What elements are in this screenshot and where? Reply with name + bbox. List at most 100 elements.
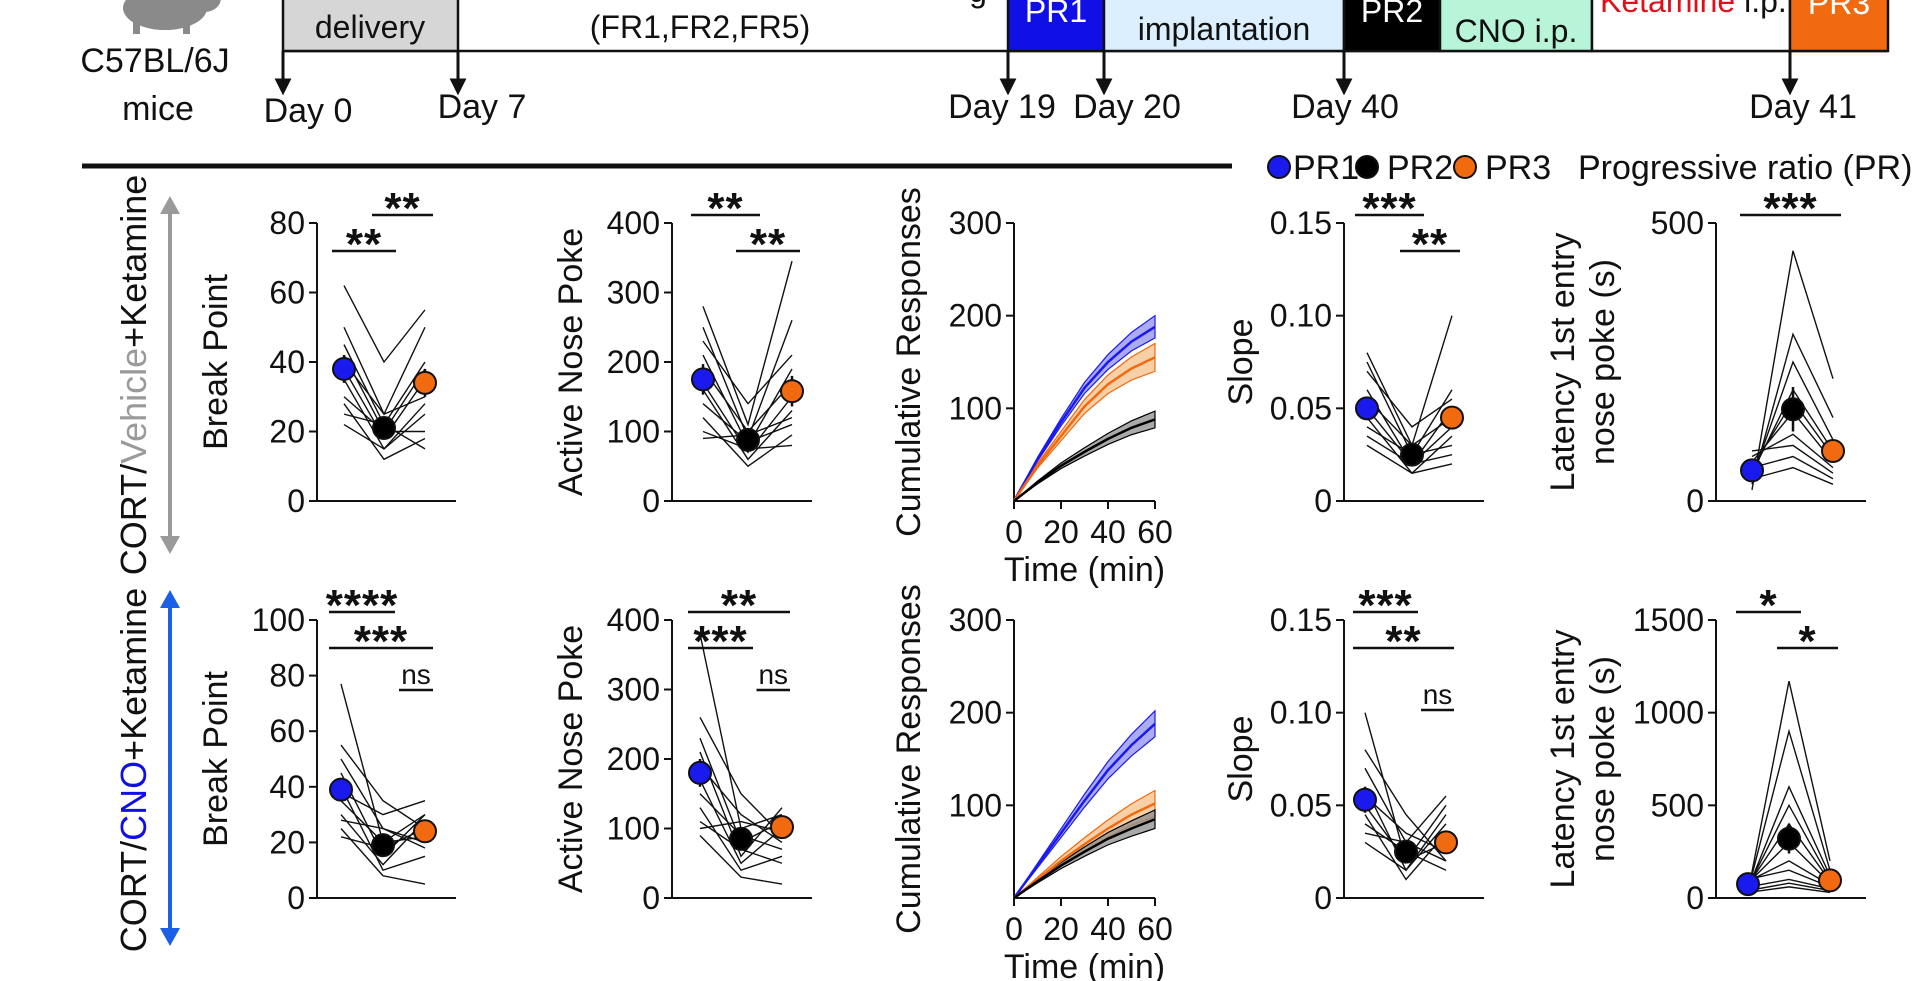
row-label-cno: CORT/CNO+Ketamine: [113, 588, 180, 952]
pr3-box: [1788, 0, 1890, 53]
experimental-timeline: C57BL/6J mice delivery (FR1,FR2,FR5) g P…: [80, 0, 1890, 130]
cno-ip-text: CNO i.p.: [1455, 13, 1578, 49]
sig-label: **: [384, 184, 420, 233]
sig-label: **: [346, 220, 382, 269]
subject-line: [340, 819, 426, 849]
x-axis-label: Time (min): [1004, 551, 1165, 589]
mean-pr3: [1818, 868, 1842, 893]
x-axis-label: Time (min): [1004, 948, 1165, 981]
sig-label: ***: [693, 617, 747, 666]
y-tick-label: 0: [642, 483, 660, 519]
subject-line: [1751, 455, 1834, 480]
y-tick-label: 100: [949, 390, 1002, 426]
subject-line: [1747, 803, 1831, 888]
mean-pr2: [1394, 839, 1418, 864]
vehicle-cno-box: [1438, 0, 1594, 53]
y-tick-label: 0: [642, 880, 660, 916]
y-axis-label: Active Nose Poke: [552, 228, 590, 496]
delivery-box: [281, 0, 460, 53]
sig-label: **: [1385, 617, 1421, 666]
row-text-vehicle: CORT/Vehicle+Ketamine: [113, 175, 154, 576]
ketamine-word: Ketamine: [1600, 0, 1735, 19]
y-tick-label: 300: [949, 602, 1002, 638]
y-tick-label: 0.05: [1270, 390, 1332, 426]
y-axis-label: Cumulative Responses: [890, 584, 928, 934]
y-axis-label: Slope: [1222, 716, 1260, 803]
row-arrow-up-cno: [160, 590, 180, 608]
line-pr3: [1013, 802, 1156, 899]
x-tick-label: 0: [1005, 514, 1023, 550]
ketamine-text: Ketamine i.p.: [1600, 0, 1787, 19]
sig-label: ***: [1362, 184, 1416, 233]
mean-pr3: [1440, 405, 1464, 430]
subject-line: [699, 765, 783, 843]
delivery-box-text: delivery: [315, 9, 425, 45]
subject-line: [699, 820, 783, 833]
y-tick-label: 0.10: [1270, 695, 1332, 731]
mean-pr3: [780, 379, 804, 404]
sig-label: **: [750, 220, 786, 269]
subject-line: [1751, 360, 1834, 479]
day-7-label: Day 7: [438, 88, 527, 126]
y-tick-label: 200: [949, 695, 1002, 731]
subject-line: [1747, 882, 1831, 892]
y-tick-label: 300: [607, 275, 660, 311]
legend-title: Progressive ratio (PR): [1578, 149, 1912, 187]
y-axis-label: Slope: [1222, 319, 1260, 406]
subject-line: [340, 683, 426, 844]
sig-label: ***: [1358, 581, 1412, 630]
mean-pr1: [1355, 396, 1379, 421]
mean-pr3: [1434, 830, 1458, 855]
sig-label: ns: [1423, 679, 1453, 710]
mean-pr2: [1400, 442, 1424, 467]
line-pr1: [1012, 325, 1156, 502]
x-tick-label: 60: [1137, 911, 1173, 947]
y-tick-label: 20: [269, 824, 305, 860]
y-tick-label: 0: [1686, 880, 1704, 916]
y-tick-label: 0: [1686, 483, 1704, 519]
chart-r1-cumulative: 100 200 300 Cumulative Responses 0 20 40 60Time…: [890, 187, 1173, 589]
y-tick-label: 40: [269, 769, 305, 805]
mean-pr3: [413, 370, 437, 395]
subject-line: [1747, 728, 1831, 891]
y-tick-label: 500: [1651, 787, 1704, 823]
subject-line: [343, 403, 426, 461]
mean-pr1: [332, 356, 356, 381]
subject-line: [340, 828, 426, 885]
subject-line: [1364, 795, 1447, 853]
subject-line: [1364, 814, 1447, 872]
y-tick-label: 0: [1314, 483, 1332, 519]
y-axis-label: Latency 1st entry: [1544, 233, 1582, 492]
y-tick-label: 0.15: [1270, 205, 1332, 241]
subject-line: [1747, 878, 1831, 890]
chart-r2-latency: 0 500 1000 1500 Latency 1st entry nose poke (…: [1544, 581, 1866, 916]
y-tick-label: 500: [1651, 205, 1704, 241]
y-tick-label: 400: [607, 205, 660, 241]
mouse-icon: [123, 0, 221, 34]
y-tick-label: 100: [949, 787, 1002, 823]
band-pr2: [1013, 809, 1156, 899]
sig-label: ***: [1763, 184, 1817, 233]
legend-pr2-label: PR2: [1387, 149, 1453, 187]
mean-pr2: [371, 833, 395, 858]
line-pr3: [1012, 356, 1156, 502]
y-tick-label: 80: [269, 205, 305, 241]
subject-line: [343, 361, 426, 415]
mean-pr2: [729, 826, 753, 851]
y-tick-label: 400: [607, 602, 660, 638]
implantation-box: [1102, 0, 1346, 53]
mean-pr1: [329, 777, 353, 802]
y-tick-label: 100: [607, 414, 660, 450]
y-tick-label: 0.10: [1270, 298, 1332, 334]
chart-r2-cumulative: 100 200 300 Cumulative Responses 0 20 40 60Time…: [890, 584, 1173, 981]
day-19-label: Day 19: [948, 88, 1056, 126]
chart-r2-breakpoint: 0 20 40 60 80 100 Break Point *******ns: [197, 581, 456, 916]
day-41-label: Day 41: [1749, 88, 1857, 126]
subject-line: [1747, 869, 1831, 888]
subject-line: [340, 744, 426, 830]
mean-pr2: [372, 416, 396, 441]
subject-line: [1366, 370, 1453, 428]
chart-r1-breakpoint: 0 20 40 60 80 Break Point ****: [197, 184, 456, 519]
